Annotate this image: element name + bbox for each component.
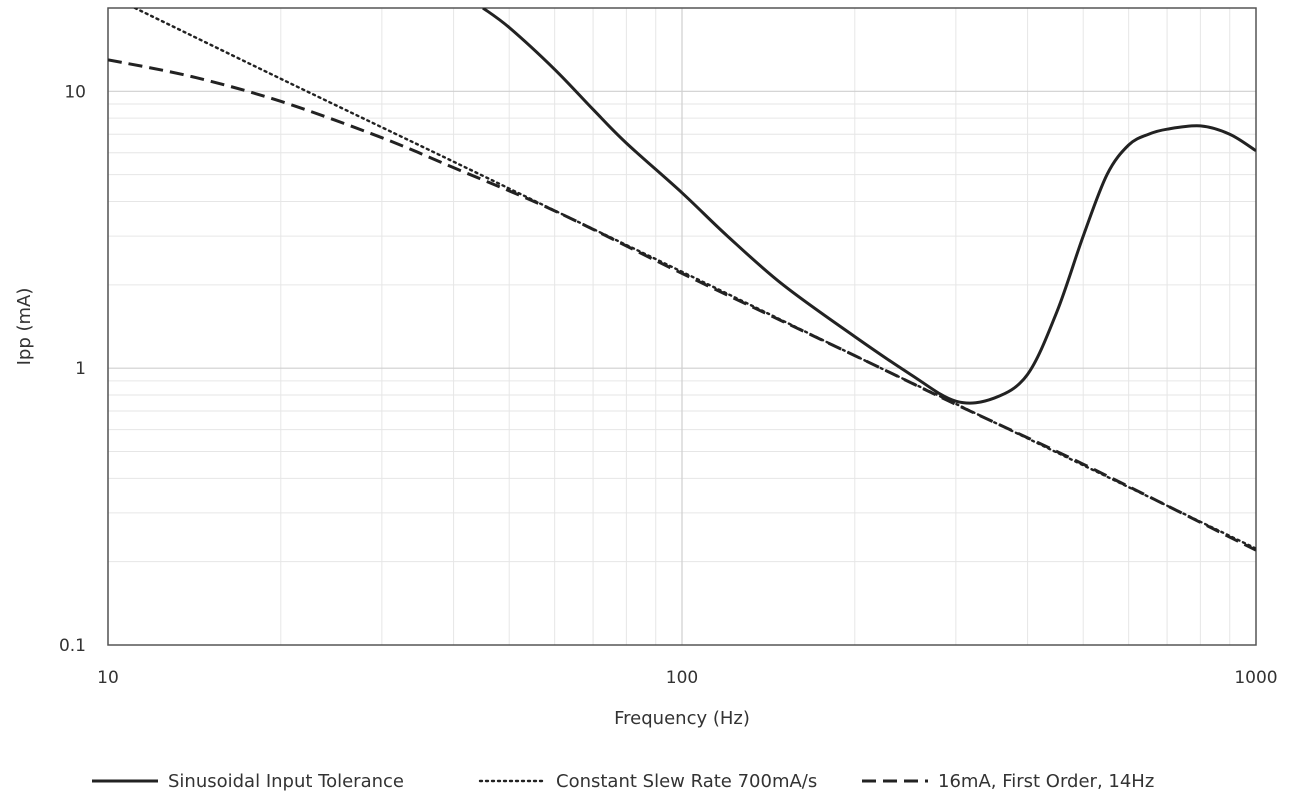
legend-label-3: 16mA, First Order, 14Hz: [938, 771, 1154, 792]
x-tick-label: 100: [666, 668, 698, 688]
legend-label-1: Sinusoidal Input Tolerance: [168, 771, 404, 792]
y-tick-label: 0.1: [59, 636, 86, 656]
legend-label-2: Constant Slew Rate 700mA/s: [556, 771, 817, 792]
y-tick-label: 10: [64, 82, 86, 102]
y-tick-label: 1: [75, 359, 86, 379]
x-tick-label: 1000: [1234, 668, 1277, 688]
legend: Sinusoidal Input Tolerance Constant Slew …: [92, 771, 1154, 792]
series-line-3: [108, 58, 1256, 552]
y-axis-title: Ipp (mA): [14, 288, 35, 366]
x-tick-label: 10: [97, 668, 119, 688]
plot-frame: [107, 7, 1257, 646]
series-layer: [108, 8, 1256, 552]
series-line-1: [482, 8, 1256, 405]
tick-labels: 10 100 1000 0.1 1 10: [59, 82, 1278, 688]
x-axis-title: Frequency (Hz): [614, 708, 750, 729]
